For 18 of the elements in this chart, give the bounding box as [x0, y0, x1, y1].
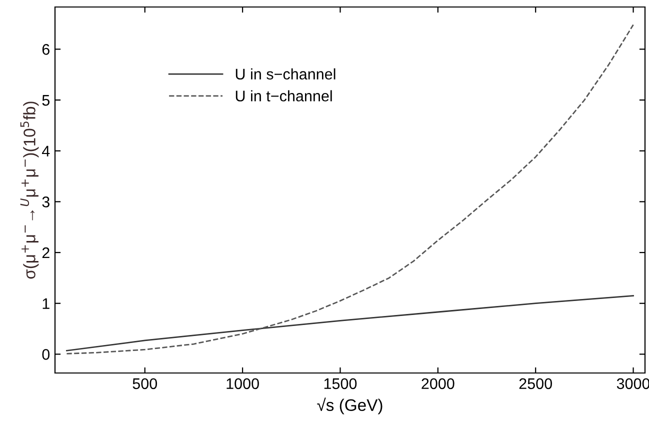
legend-label: U in t−channel: [236, 90, 332, 102]
legend-label: U in s−channel: [236, 68, 336, 80]
x-tick-label: 1500: [324, 378, 357, 390]
x-tick-label: 2000: [422, 378, 454, 390]
x-axis-title: √s (GeV): [317, 398, 382, 414]
x-tick-label: 2500: [519, 378, 552, 390]
y-tick-label: 2: [42, 247, 50, 258]
y-tick-label: 4: [42, 146, 50, 156]
y-tick-label: 5: [42, 95, 50, 106]
x-tick-label: 500: [132, 378, 158, 390]
line-series: [66, 24, 634, 354]
y-tick-label: 1: [42, 298, 50, 309]
y-tick-label: 0: [42, 349, 50, 360]
text: σ(μ$^{+}$μ$^{−}$→$^{U}$μ$^{+}$μ$^{−}$)(10$^{5}$fb): [20, 102, 39, 279]
line-series: [66, 295, 634, 352]
x-tick-label: 1000: [226, 378, 259, 390]
y-tick-label: 3: [42, 196, 50, 208]
y-tick-label: 6: [42, 44, 50, 55]
